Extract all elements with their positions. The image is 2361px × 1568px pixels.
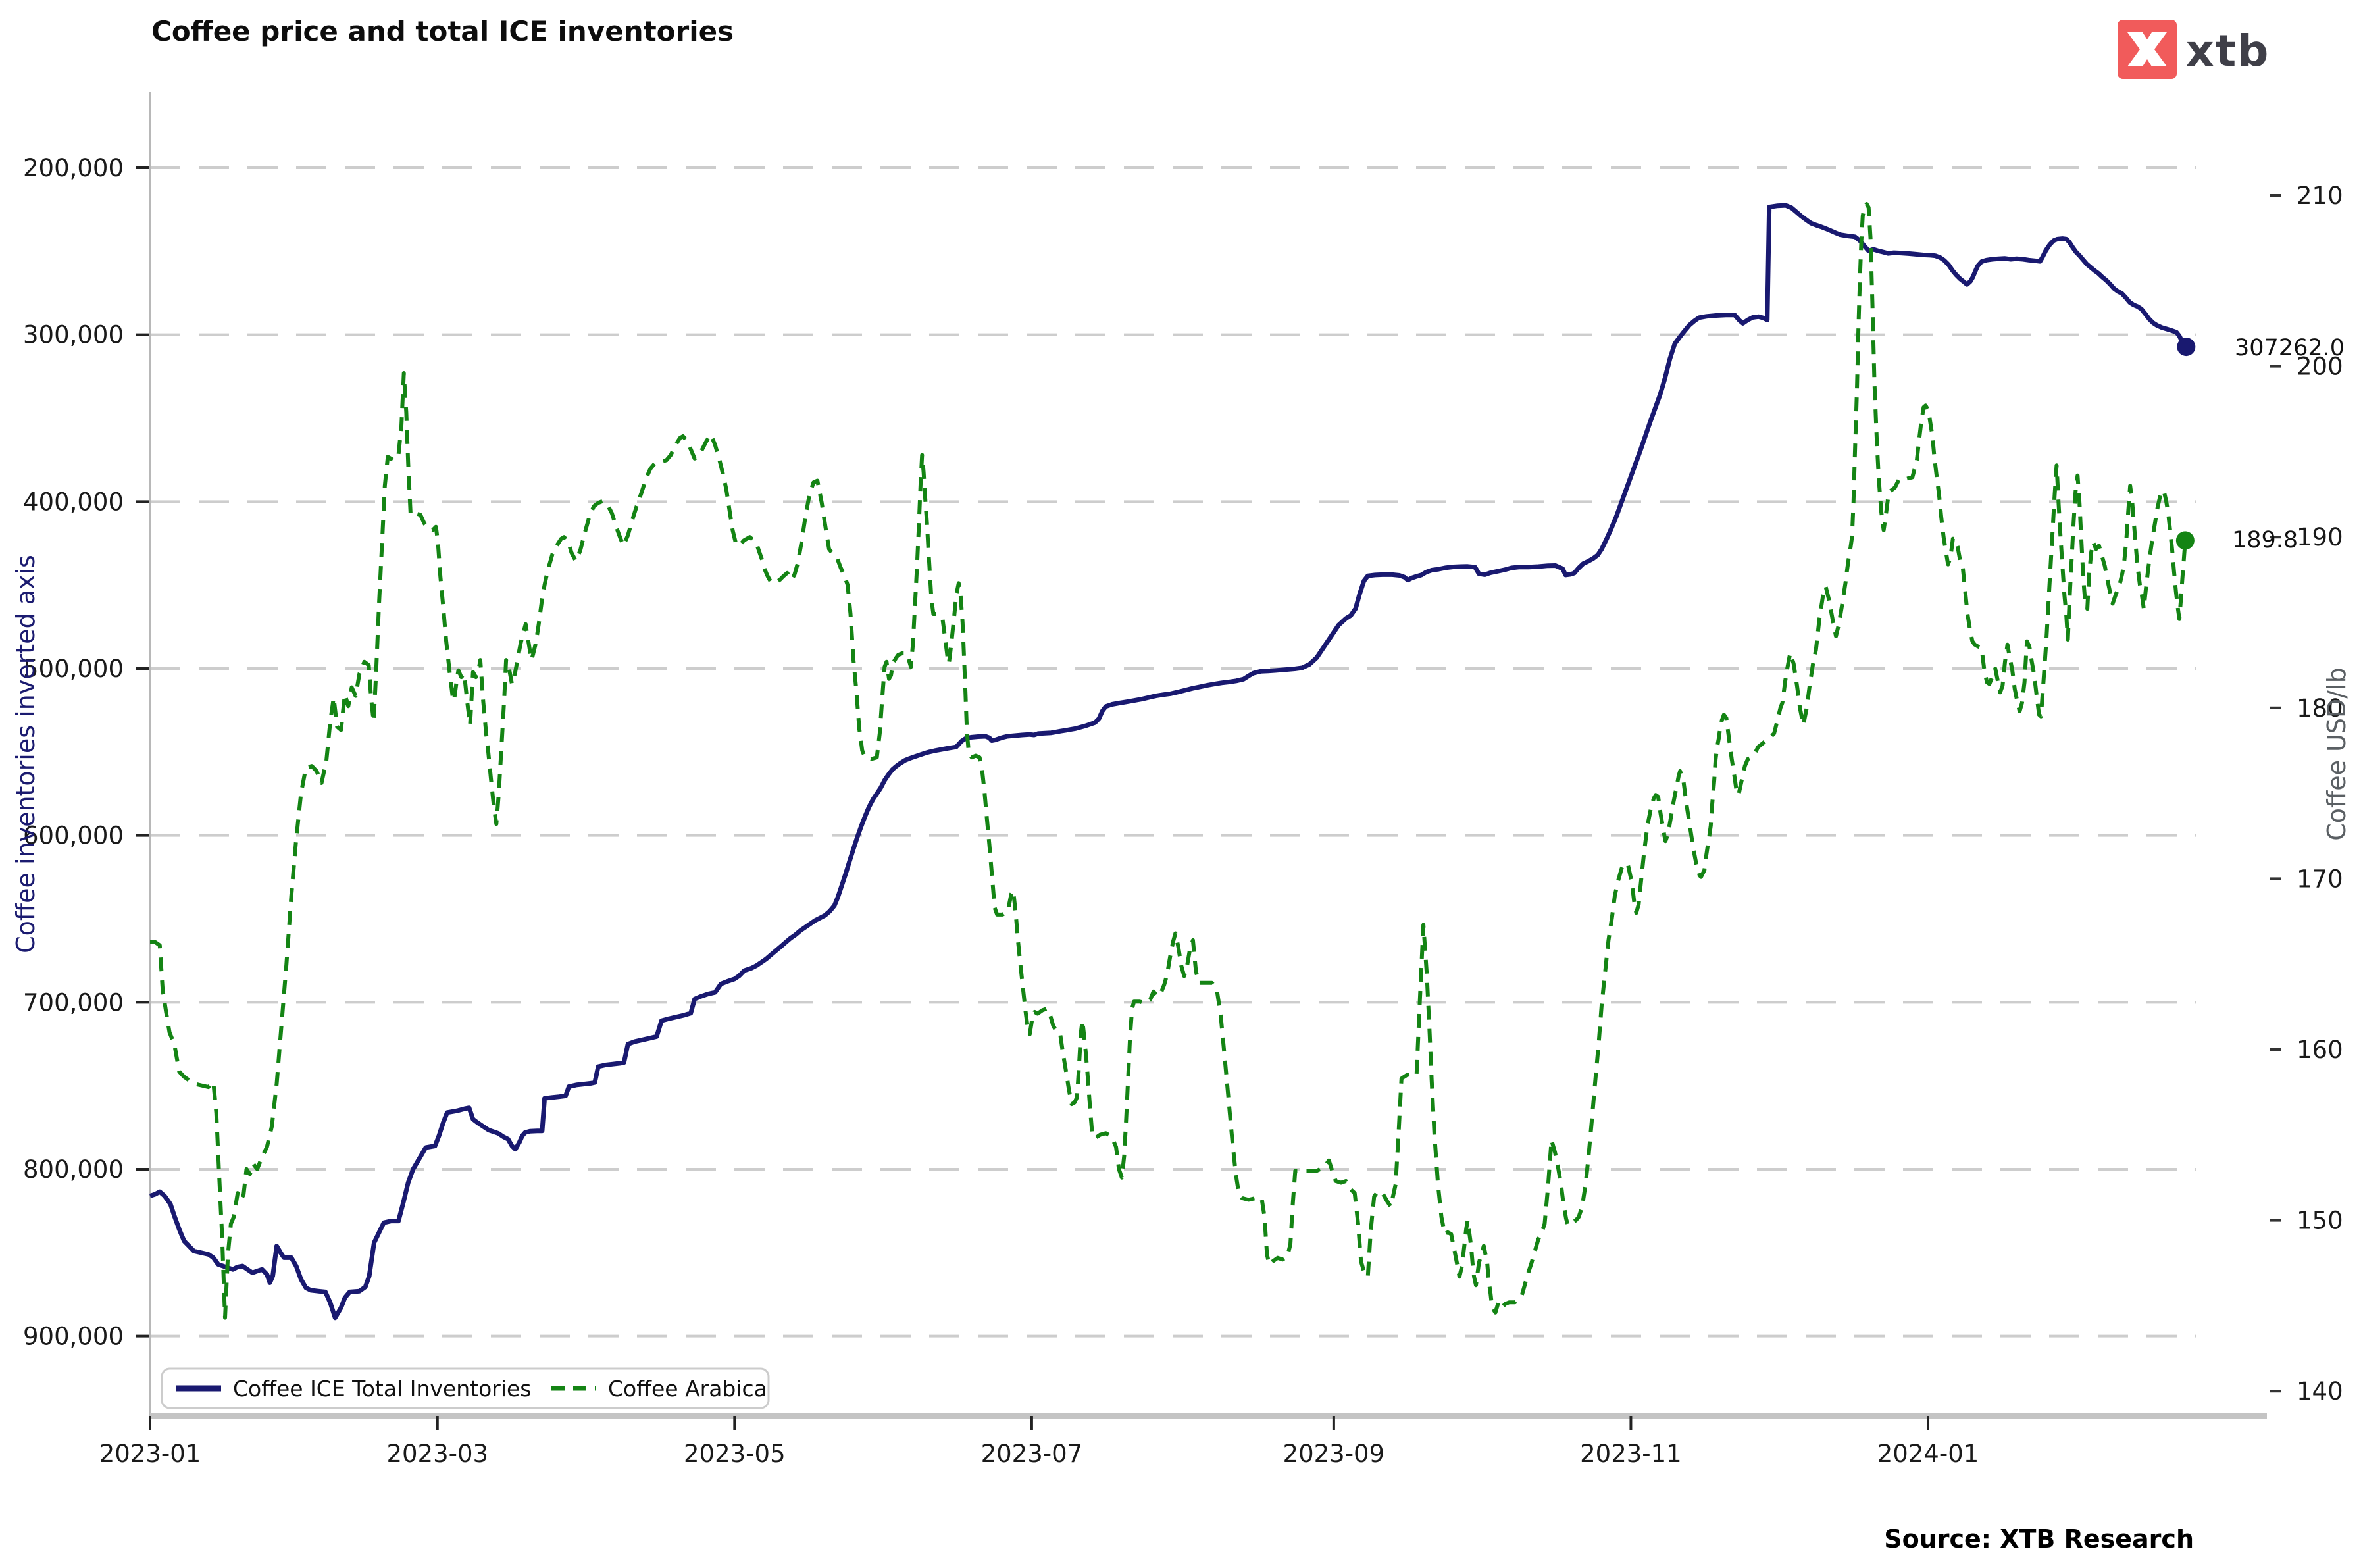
right-tick-label: 180 [2297,694,2343,722]
left-tick-label: 400,000 [23,488,124,516]
right-tick-label: 200 [2297,353,2343,381]
x-tick-label: 2023-07 [981,1440,1083,1468]
legend-label-inventories: Coffee ICE Total Inventories [233,1376,532,1402]
x-tick-label: 2023-11 [1580,1440,1682,1468]
x-tick-label: 2023-01 [99,1440,201,1468]
right-tick-label: 210 [2297,182,2343,210]
legend: Coffee ICE Total Inventories Coffee Arab… [161,1367,770,1409]
right-tick-label: 150 [2297,1207,2343,1235]
left-tick-label: 700,000 [23,988,124,1017]
right-tick-label: 160 [2297,1036,2343,1064]
legend-box [161,1367,770,1409]
xtb-logo-text: xtb [2186,26,2270,76]
x-tick-label: 2023-03 [386,1440,488,1468]
left-tick-label: 600,000 [23,822,124,850]
xtb-x-icon [2127,32,2167,66]
left-tick-label: 300,000 [23,321,124,349]
right-tick-label: 140 [2297,1377,2343,1405]
plot-area: 200,000 300,000 400,000 500,000 600,000 700,0… [23,92,2343,1468]
right-tick-label: 190 [2297,523,2343,551]
legend-label-arabica: Coffee Arabica [608,1376,767,1402]
right-axis-label: Coffee USD/lb [2322,667,2351,840]
xtb-logo: xtb [2118,20,2270,79]
source-note: Source: XTB Research [1884,1525,2194,1554]
right-tick-label: 170 [2297,865,2343,893]
series-line-inventories [149,203,2188,1321]
left-tick-label: 200,000 [23,154,124,182]
annotation-price-value: 189.8 [2232,527,2298,553]
series-end-dot [2177,338,2196,357]
annotation-inventory-value: 307262.0 [2235,335,2345,361]
x-tick-label: 2023-09 [1283,1440,1385,1468]
left-tick-label: 500,000 [23,655,124,683]
page-title: Coffee price and total ICE inventories [151,15,734,47]
x-tick-label: 2024-01 [1877,1440,1979,1468]
left-axis-label: Coffee inventories inverted axis [11,555,40,953]
left-tick-label: 800,000 [23,1155,124,1184]
series-end-dot [2175,531,2195,550]
left-tick-label: 900,000 [23,1323,124,1351]
series-line-arabica [150,202,2187,1320]
x-tick-label: 2023-05 [684,1440,786,1468]
